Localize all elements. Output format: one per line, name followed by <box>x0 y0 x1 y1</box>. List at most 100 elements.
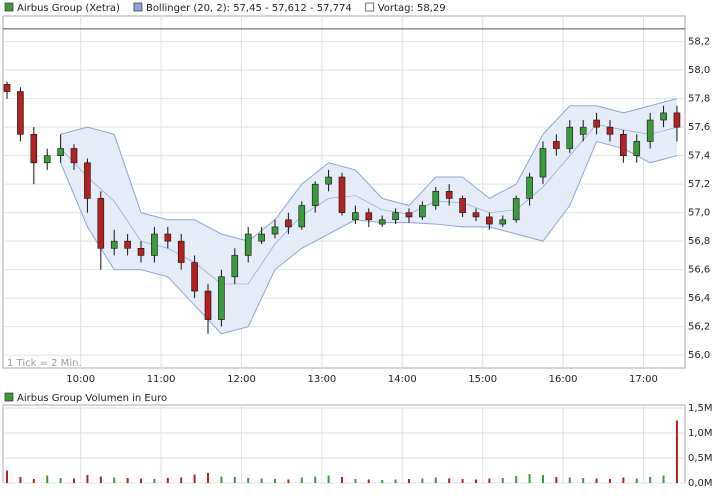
volume-bar <box>541 475 544 483</box>
volume-bar <box>434 477 437 483</box>
candle-body <box>258 233 265 242</box>
volume-bar <box>608 479 611 483</box>
candle-body <box>177 240 185 263</box>
candle-body <box>419 205 426 218</box>
volume-bar <box>287 479 290 483</box>
volume-bar <box>126 478 129 483</box>
volume-bar <box>140 478 143 483</box>
y-tick-label: 57,8 <box>688 94 710 105</box>
volume-bar <box>367 479 370 483</box>
candle-body <box>646 119 654 142</box>
candle-body <box>30 133 38 164</box>
volume-bar <box>675 420 678 483</box>
legend-swatch <box>4 392 14 402</box>
candle-body <box>271 226 279 235</box>
volume-bar <box>582 478 585 483</box>
candle-body <box>3 84 11 92</box>
volume-bar <box>448 478 451 483</box>
candle-body <box>57 148 64 156</box>
volume-bar <box>59 478 62 483</box>
volume-bar <box>568 477 571 483</box>
candle-body <box>311 183 319 206</box>
candle-body <box>445 190 453 199</box>
volume-bar <box>86 475 89 483</box>
volume-bar <box>247 478 250 483</box>
volume-bar <box>207 473 210 483</box>
candle-body <box>164 233 172 242</box>
volume-bar <box>595 478 598 483</box>
band-middle <box>60 123 678 285</box>
volume-bar <box>233 477 236 483</box>
legend-swatch <box>4 2 14 12</box>
y-tick-label: 58,0 <box>688 65 710 76</box>
candle-body <box>365 212 373 221</box>
y-tick-label: 1,0M <box>688 428 713 439</box>
y-tick-label: 1,5M <box>688 403 713 414</box>
volume-bar <box>46 475 49 483</box>
candle-body <box>110 240 118 249</box>
candle-body <box>620 133 627 156</box>
volume-bar <box>73 478 76 483</box>
candle-body <box>191 262 198 292</box>
volume-bar <box>622 477 625 483</box>
candle-body <box>218 276 225 320</box>
candle-body <box>137 247 145 256</box>
y-tick-label: 56,2 <box>688 322 710 333</box>
volume-bar <box>166 478 169 483</box>
volume-bar <box>153 479 156 483</box>
candle-body <box>593 119 600 128</box>
volume-bar <box>193 474 196 483</box>
candle-body <box>244 233 252 256</box>
legend-label: Airbus Group (Xetra) <box>17 3 120 14</box>
candle-body <box>486 216 493 225</box>
volume-title: Airbus Group Volumen in Euro <box>17 393 167 404</box>
y-tick-label: 57,4 <box>688 151 710 162</box>
x-tick-label: 13:00 <box>307 374 336 385</box>
candle-body <box>499 219 507 225</box>
band-upper <box>60 98 678 242</box>
candle-body <box>633 141 641 156</box>
volume-bar <box>300 477 303 483</box>
volume-bar <box>501 478 504 483</box>
volume-bar <box>314 476 317 483</box>
volume-bar <box>340 477 343 483</box>
candle-body <box>606 126 614 135</box>
candle-body <box>84 162 91 199</box>
x-tick-label: 14:00 <box>388 374 417 385</box>
candle-body <box>673 112 681 128</box>
volume-bar <box>555 477 558 483</box>
y-tick-label: 56,0 <box>688 350 710 361</box>
volume-bar <box>220 476 223 483</box>
candle-body <box>124 240 131 249</box>
candle-body <box>378 219 386 225</box>
candle-body <box>204 290 212 320</box>
x-tick-label: 17:00 <box>629 374 658 385</box>
x-tick-label: 12:00 <box>227 374 256 385</box>
volume-bar <box>474 479 477 483</box>
volume-bar <box>180 477 183 483</box>
volume-bar <box>407 479 410 483</box>
y-tick-label: 0,5M <box>688 453 713 464</box>
volume-bar <box>273 479 276 483</box>
volume-panel <box>2 404 686 484</box>
x-tick-label: 11:00 <box>147 374 176 385</box>
legend-swatch <box>133 2 143 12</box>
candle-body <box>579 126 587 135</box>
y-tick-label: 56,8 <box>688 236 710 247</box>
volume-bar <box>528 474 531 483</box>
candle-body <box>17 91 24 135</box>
legend-label: Bollinger (20, 2): 57,45 - 57,612 - 57,7… <box>146 3 352 14</box>
volume-bar <box>113 477 116 483</box>
candle-body <box>97 198 105 249</box>
candle-body <box>472 212 480 218</box>
volume-bar <box>635 478 638 483</box>
candle-body <box>325 176 332 185</box>
candle-body <box>526 176 533 199</box>
candle-body <box>151 233 158 256</box>
volume-bar <box>394 479 397 483</box>
legend-label: Vortag: 58,29 <box>378 3 446 14</box>
volume-bar <box>381 480 384 483</box>
candle-body <box>539 148 547 178</box>
volume-bar <box>19 477 22 483</box>
